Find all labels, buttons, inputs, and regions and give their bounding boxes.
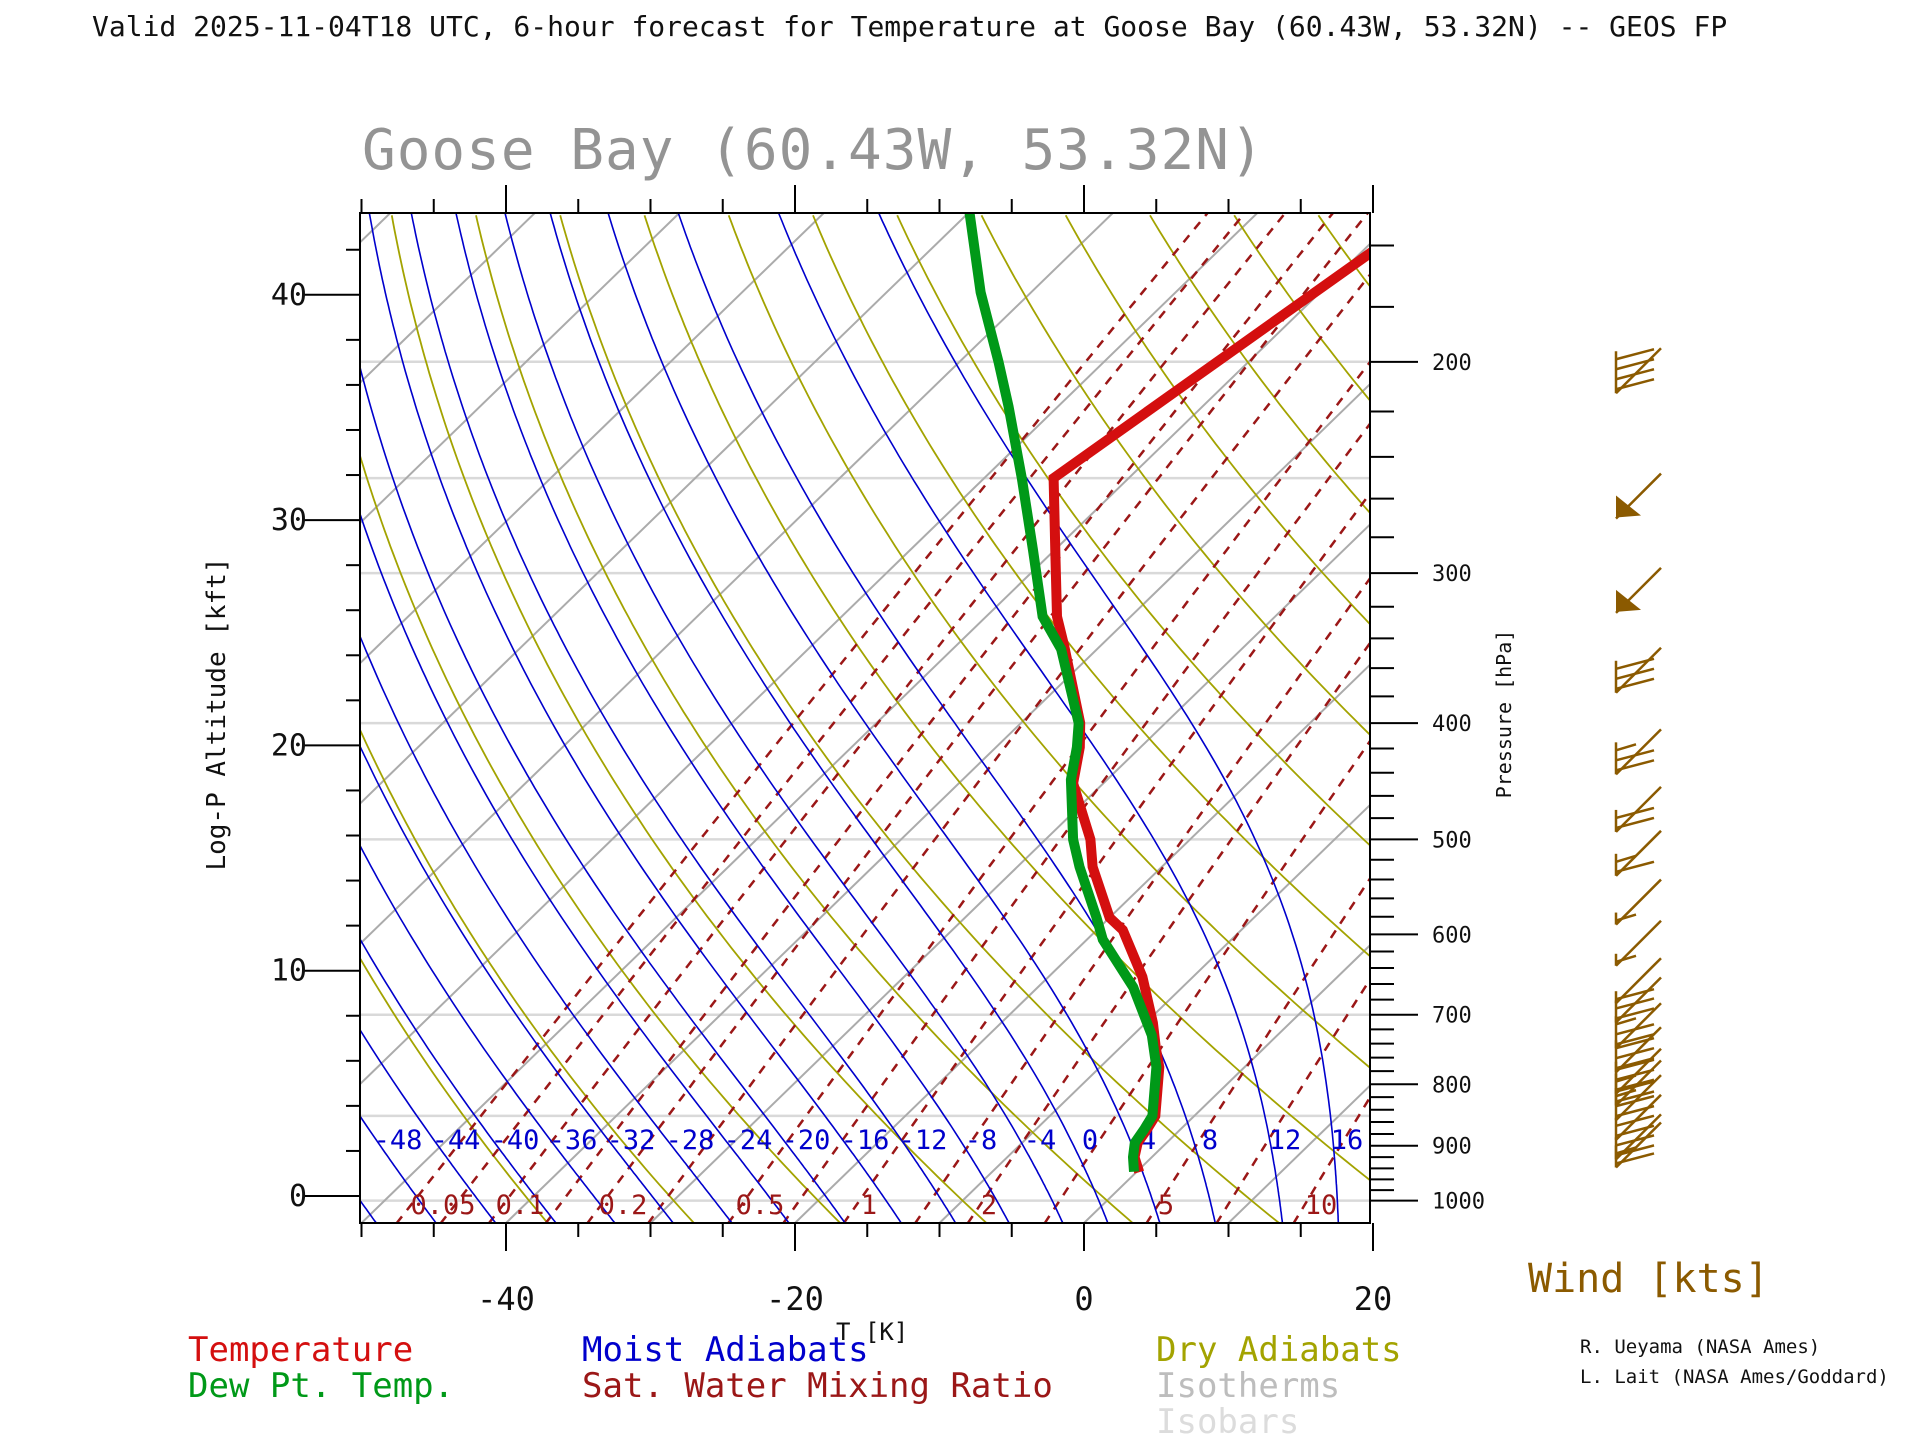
- wind-barb: [1614, 646, 1662, 694]
- wind-barb: [1614, 786, 1662, 833]
- legend-temperature: Temperature: [188, 1330, 414, 1370]
- svg-text:20: 20: [271, 728, 307, 763]
- axis-ticks: [303, 185, 1418, 1251]
- svg-text:2: 2: [981, 1190, 997, 1221]
- svg-text:900: 900: [1432, 1135, 1472, 1160]
- plot-grid: [360, 213, 1370, 1223]
- svg-text:12: 12: [1269, 1125, 1302, 1156]
- legend-isotherms: Isotherms: [1156, 1366, 1341, 1406]
- svg-text:0.5: 0.5: [736, 1190, 785, 1221]
- credit-line-1: R. Ueyama (NASA Ames): [1580, 1336, 1821, 1358]
- svg-text:800: 800: [1432, 1073, 1472, 1098]
- wind-barb: [1614, 728, 1662, 776]
- wind-axis-title: Wind [kts]: [1528, 1256, 1769, 1302]
- wind-barb: [1614, 919, 1662, 967]
- svg-text:-28: -28: [666, 1125, 715, 1156]
- svg-text:0: 0: [289, 1179, 307, 1214]
- svg-text:-4: -4: [1024, 1125, 1057, 1156]
- dewpoint-curve: [964, 213, 1162, 1173]
- svg-text:-24: -24: [724, 1125, 773, 1156]
- svg-text:-16: -16: [841, 1125, 890, 1156]
- wind-barb: [1614, 878, 1662, 926]
- svg-text:-36: -36: [549, 1125, 598, 1156]
- svg-text:-40: -40: [491, 1125, 540, 1156]
- svg-text:-8: -8: [965, 1125, 998, 1156]
- svg-text:200: 200: [1432, 351, 1472, 376]
- left-axis-label: Log-P Altitude [kft]: [202, 557, 232, 871]
- svg-text:8: 8: [1202, 1125, 1218, 1156]
- svg-text:40: 40: [271, 278, 307, 313]
- svg-text:10: 10: [271, 954, 307, 989]
- svg-text:20: 20: [1354, 1280, 1393, 1318]
- wind-barb: [1614, 347, 1662, 395]
- legend-mixing-ratio: Sat. Water Mixing Ratio: [582, 1366, 1053, 1406]
- credit-line-2: L. Lait (NASA Ames/Goddard): [1580, 1366, 1889, 1388]
- svg-text:16: 16: [1331, 1125, 1364, 1156]
- svg-text:-20: -20: [766, 1280, 824, 1318]
- svg-text:300: 300: [1432, 562, 1472, 587]
- svg-text:-20: -20: [782, 1125, 831, 1156]
- svg-text:-44: -44: [432, 1125, 481, 1156]
- svg-text:30: 30: [271, 503, 307, 538]
- page-title: Valid 2025-11-04T18 UTC, 6-hour forecast…: [92, 10, 1728, 43]
- legend-moist-adiabats: Moist Adiabats: [582, 1330, 869, 1370]
- wind-barb: [1615, 472, 1662, 520]
- wind-barb: [1614, 957, 1662, 1005]
- svg-text:10: 10: [1305, 1190, 1338, 1221]
- svg-text:-12: -12: [899, 1125, 948, 1156]
- wind-barbs: [1614, 347, 1662, 1169]
- svg-text:700: 700: [1432, 1004, 1472, 1029]
- svg-text:5: 5: [1158, 1190, 1174, 1221]
- wind-barb: [1614, 1093, 1662, 1141]
- plot-frame: [359, 212, 1371, 1224]
- x-axis-label: T [K]: [836, 1318, 909, 1346]
- legend-isobars: Isobars: [1156, 1402, 1300, 1442]
- svg-text:0: 0: [1082, 1125, 1098, 1156]
- svg-text:0.2: 0.2: [599, 1190, 648, 1221]
- legend-dry-adiabats: Dry Adiabats: [1156, 1330, 1402, 1370]
- legend-dewpoint: Dew Pt. Temp.: [188, 1366, 455, 1406]
- in-plot-labels: -48 -44 -40 -36 -32 -28 -24 -20 -16 -12 -8 -4 0 4 8 12 1…: [374, 1125, 1364, 1221]
- svg-text:600: 600: [1432, 923, 1472, 948]
- svg-text:-40: -40: [477, 1280, 535, 1318]
- svg-text:0: 0: [1074, 1280, 1093, 1318]
- svg-text:500: 500: [1432, 828, 1472, 853]
- wind-barb: [1614, 829, 1662, 877]
- svg-text:1000: 1000: [1432, 1190, 1485, 1215]
- temperature-curve: [1048, 247, 1370, 1174]
- svg-text:-48: -48: [374, 1125, 423, 1156]
- svg-text:0.05: 0.05: [410, 1190, 475, 1221]
- right-axis-label: Pressure [hPa]: [1492, 629, 1516, 799]
- sounding-profiles: [964, 213, 1370, 1174]
- svg-text:1: 1: [861, 1190, 877, 1221]
- wind-barb: [1614, 976, 1662, 1024]
- chart-title: Goose Bay (60.43W, 53.32N): [362, 118, 1265, 183]
- wind-barb: [1615, 567, 1662, 614]
- svg-text:400: 400: [1432, 712, 1472, 737]
- svg-text:-32: -32: [607, 1125, 656, 1156]
- axis-tick-labels: 0102030402003004005006007008009001000-40…: [271, 278, 1485, 1318]
- wind-barb: [1614, 1026, 1662, 1074]
- svg-text:0.1: 0.1: [496, 1190, 545, 1221]
- wind-barb: [1614, 1121, 1662, 1169]
